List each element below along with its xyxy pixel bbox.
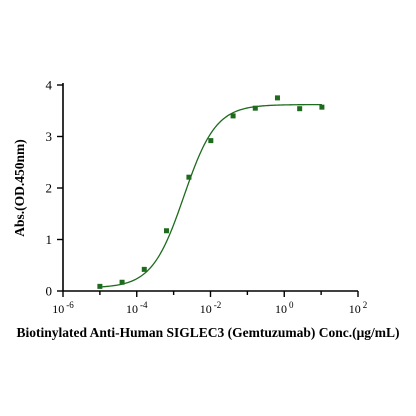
data-point [163,228,169,234]
x-tick-label: 10 -4 [126,300,148,316]
y-tick-label: 0 [46,284,53,299]
data-point [97,283,103,289]
data-point [230,113,236,119]
data-point [141,266,147,272]
x-tick-label: 10 2 [349,300,368,316]
data-point [119,279,125,285]
data-point [274,95,280,101]
x-tick-label: 10 0 [275,300,294,316]
y-tick-label: 3 [46,129,53,144]
y-tick-label: 1 [46,232,53,247]
data-point [208,138,214,144]
fit-curve [99,103,322,288]
data-point [297,106,303,112]
fit-curve-layer [99,103,322,288]
y-axis-title: Abs.(OD.450nm) [12,139,27,237]
y-tick-label: 4 [46,78,53,93]
data-points-layer [97,95,325,289]
axes: 0 1 2 3 4 10 -6 10 -4 10 -2 10 0 10 2 [46,78,368,317]
data-point [252,105,258,111]
data-point [186,174,192,180]
x-tick-label: 10 -2 [200,300,222,316]
y-tick-label: 2 [46,181,53,196]
data-point [319,104,325,110]
x-tick-label: 10 -6 [52,300,74,316]
x-axis-title: Biotinylated Anti-Human SIGLEC3 (Gemtuzu… [16,325,399,340]
